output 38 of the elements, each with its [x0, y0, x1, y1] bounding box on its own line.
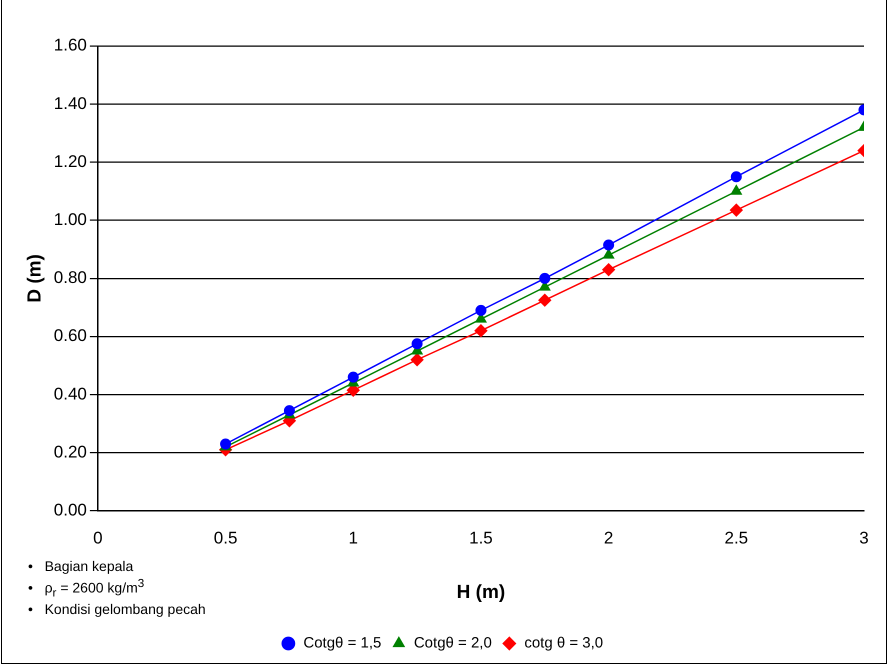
text: • Bagian kepala	[28, 558, 134, 575]
point	[730, 171, 742, 182]
x-axis-title: H (m)	[456, 582, 506, 603]
point	[730, 204, 743, 217]
x-tick-label: 0	[93, 528, 103, 548]
y-tick-label: 1.60	[54, 36, 87, 55]
y-tick-label: 0.60	[54, 326, 87, 346]
y-tick-label: 1.40	[54, 94, 87, 113]
point	[412, 338, 423, 350]
point	[284, 405, 295, 416]
legend-label: Cotgθ = 1,5	[303, 634, 382, 652]
x-tick-label: 2	[604, 528, 614, 548]
point	[410, 353, 424, 366]
y-tick-label: 1.00	[54, 210, 87, 229]
text: • ρ$_{r}$ = 2600 kg/m$^{3}$	[28, 576, 146, 602]
legend-label: cotg θ = 3,0	[524, 634, 604, 652]
x-tick-label: 3	[859, 528, 869, 548]
x-tick-label: 1	[348, 528, 358, 548]
point	[602, 248, 614, 259]
y-tick-label: 0.80	[54, 268, 87, 288]
y-tick-label: 1.20	[54, 152, 87, 171]
point	[730, 184, 742, 195]
point	[348, 372, 359, 383]
point	[603, 239, 614, 250]
x-tick-label: 2.5	[724, 528, 748, 548]
y-tick-label: 0.20	[54, 442, 87, 462]
point	[539, 272, 550, 284]
point	[602, 263, 616, 276]
x-tick-label: 1.5	[469, 528, 493, 548]
y-tick-label: 0.00	[54, 500, 87, 520]
point	[475, 304, 486, 316]
y-axis-title: D (m)	[24, 254, 46, 303]
x-tick-label: 0.5	[214, 528, 238, 548]
text: • Kondisi gelombang pecah	[28, 601, 206, 618]
y-tick-label: 0.40	[54, 384, 87, 404]
point	[538, 294, 552, 307]
legend-label: Cotgθ = 2,0	[414, 634, 492, 652]
point	[474, 324, 488, 338]
